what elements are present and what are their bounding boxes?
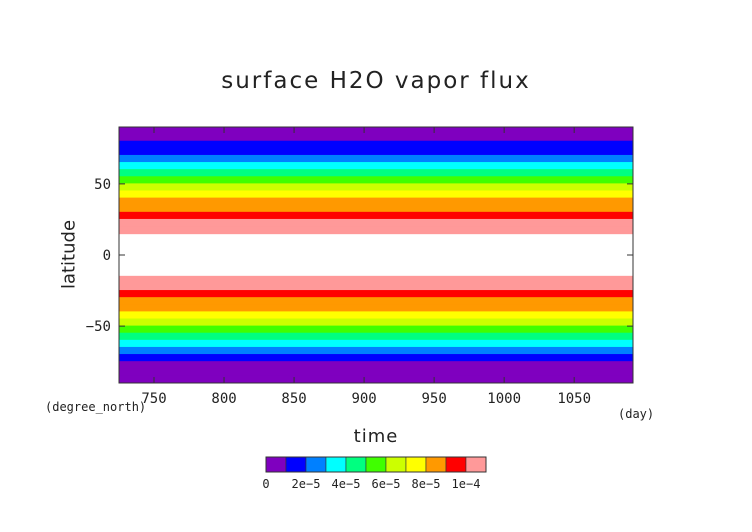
- y-ticks: 50 0 −50: [86, 177, 633, 335]
- colorbar-swatch: [405, 456, 427, 473]
- colorbar-swatch: [345, 456, 367, 473]
- heat-band: [119, 304, 633, 313]
- y-axis-label: latitude: [58, 219, 80, 290]
- heat-band: [119, 368, 633, 377]
- colorbar: 0 2e−5 4e−5 6e−5 8e−5 1e−4: [262, 456, 487, 491]
- heat-band: [119, 190, 633, 199]
- x-axis-units: (day): [618, 407, 655, 421]
- heat-band: [119, 339, 633, 348]
- heat-band: [119, 154, 633, 164]
- colorbar-tick-label: 2e−5: [292, 477, 321, 491]
- colorbar-swatch: [365, 456, 387, 473]
- y-tick-label: −50: [86, 319, 111, 335]
- heatmap-bands: [119, 127, 633, 383]
- heat-band: [119, 325, 633, 334]
- colorbar-tick-label: 1e−4: [452, 477, 481, 491]
- heat-band: [119, 169, 633, 178]
- colorbar-swatch: [465, 456, 487, 473]
- heat-band: [119, 133, 633, 142]
- colorbar-frame: [265, 456, 487, 473]
- heat-band: [119, 311, 633, 320]
- colorbar-tick-label: 4e−5: [332, 477, 361, 491]
- heat-band: [119, 140, 633, 149]
- heat-band: [119, 218, 633, 228]
- colorbar-tick-label: 0: [262, 477, 269, 491]
- heat-band: [119, 318, 633, 327]
- heat-band: [119, 275, 633, 284]
- heat-band: [119, 211, 633, 220]
- colorbar-swatch: [425, 456, 447, 473]
- colorbar-swatch: [265, 456, 287, 473]
- colorbar-swatch: [285, 456, 307, 473]
- y-axis-units: (degree_north): [45, 400, 147, 414]
- colorbar-tick-label: 6e−5: [372, 477, 401, 491]
- x-tick-label: 950: [421, 391, 446, 407]
- x-tick-label: 800: [211, 391, 236, 407]
- heat-band: [119, 332, 633, 341]
- colorbar-tick-label: 8e−5: [412, 477, 441, 491]
- colorbar-swatch: [325, 456, 347, 473]
- colorbar-swatch: [305, 456, 327, 473]
- heat-band: [119, 282, 633, 292]
- heat-band: [119, 297, 633, 306]
- x-tick-label: 850: [281, 391, 306, 407]
- heat-band: [119, 361, 633, 370]
- heat-band: [119, 127, 633, 135]
- heat-band: [119, 204, 633, 213]
- heat-band: [119, 162, 633, 171]
- x-tick-label: 900: [351, 391, 376, 407]
- heat-band: [119, 183, 633, 192]
- heat-band: [119, 147, 633, 156]
- colorbar-swatch: [385, 456, 407, 473]
- chart-title: surface H2O vapor flux: [221, 68, 531, 94]
- x-tick-label: 1050: [557, 391, 591, 407]
- heat-band: [119, 375, 633, 383]
- x-tick-label: 750: [141, 391, 166, 407]
- x-ticks: 750 800 850 900 950 1000 1050: [141, 127, 591, 407]
- heat-band: [119, 197, 633, 206]
- colorbar-swatch: [445, 456, 467, 473]
- heat-band: [119, 176, 633, 185]
- y-tick-label: 0: [103, 248, 111, 264]
- heat-band: [119, 226, 633, 235]
- heat-band: [119, 354, 633, 363]
- y-tick-label: 50: [94, 177, 111, 193]
- x-tick-label: 1000: [487, 391, 521, 407]
- x-axis-label: time: [353, 426, 399, 447]
- heat-band: [119, 346, 633, 356]
- heat-band: [119, 290, 633, 299]
